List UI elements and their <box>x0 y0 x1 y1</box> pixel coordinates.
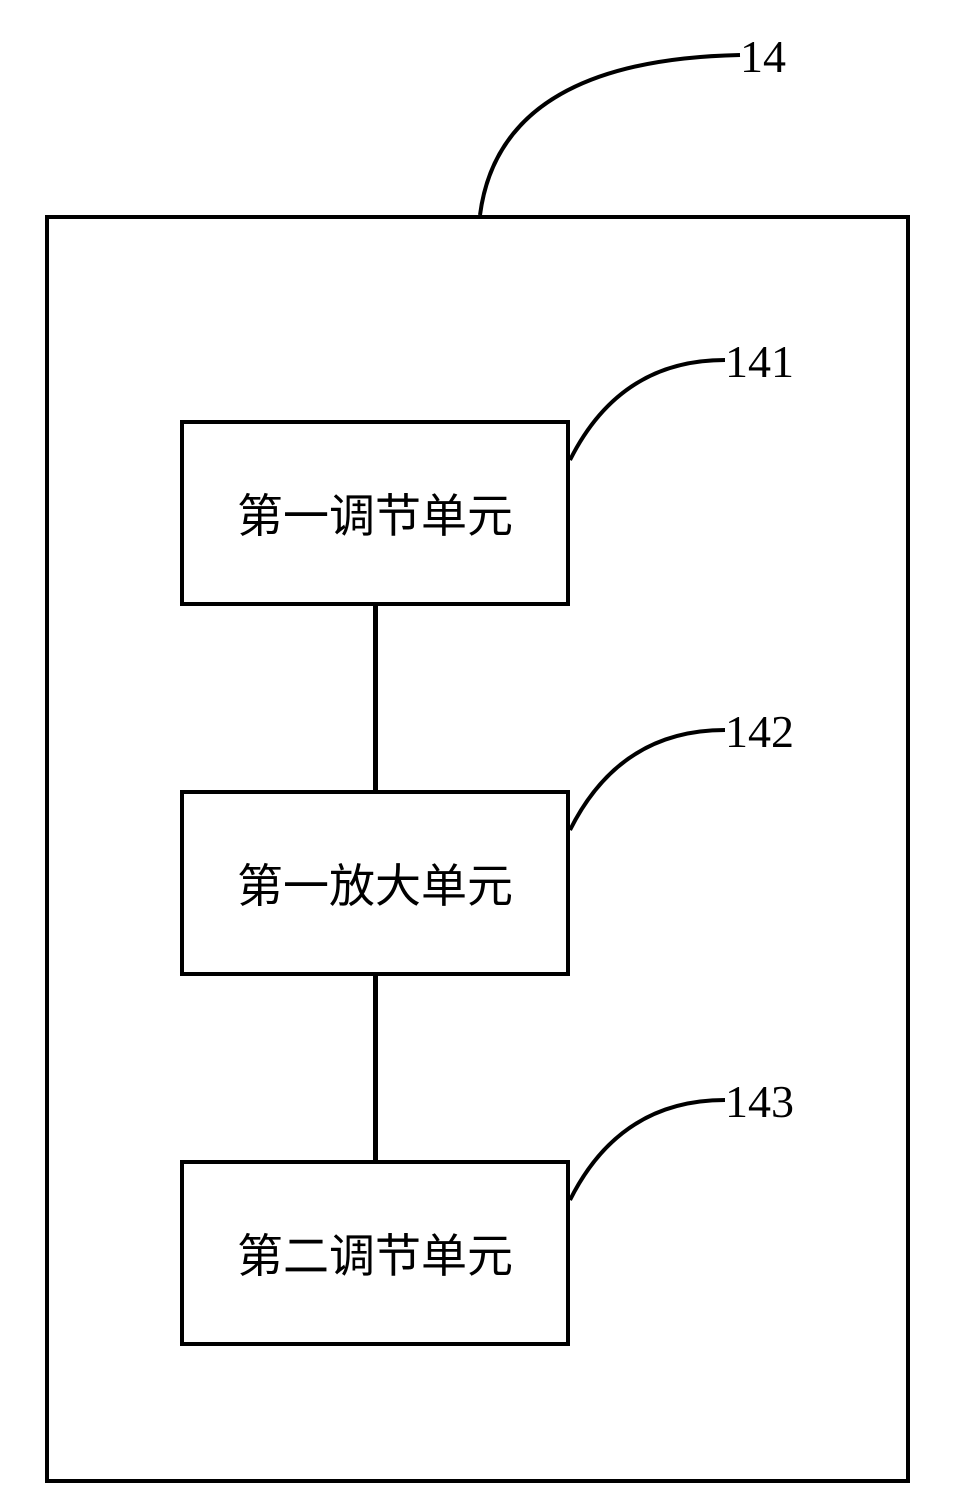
connector-141-142 <box>373 606 378 790</box>
box-first-adjustment-unit: 第一调节单元 <box>180 420 570 606</box>
box-first-amplification-unit: 第一放大单元 <box>180 790 570 976</box>
box-label-143: 第二调节单元 <box>237 1220 513 1286</box>
callout-label-142: 142 <box>725 705 794 758</box>
callout-label-141: 141 <box>725 335 794 388</box>
box-label-142: 第一放大单元 <box>237 850 513 916</box>
callout-arc-14 <box>480 55 740 215</box>
box-second-adjustment-unit: 第二调节单元 <box>180 1160 570 1346</box>
box-label-141: 第一调节单元 <box>237 480 513 546</box>
callout-label-143: 143 <box>725 1075 794 1128</box>
callout-label-14: 14 <box>740 30 786 83</box>
connector-142-143 <box>373 976 378 1160</box>
